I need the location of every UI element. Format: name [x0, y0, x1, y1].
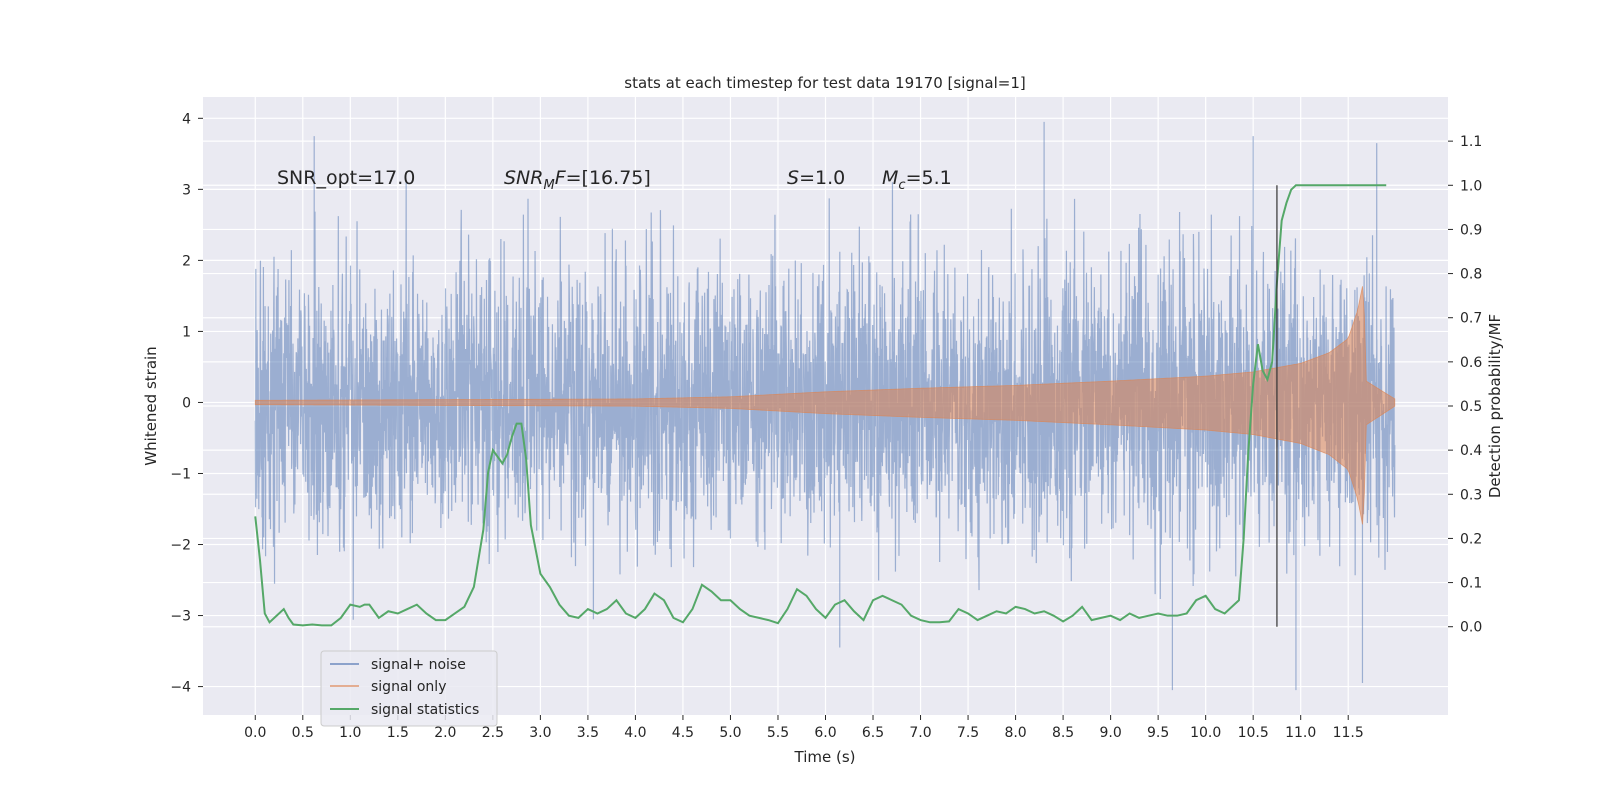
y-tick-label: −4	[170, 680, 191, 696]
annotation-snr-mf: SNRMF=[16.75]	[504, 167, 651, 193]
x-tick-label: 2.0	[434, 725, 456, 741]
y2-tick-label: 0.2	[1460, 531, 1482, 547]
y-tick-label: −3	[170, 609, 191, 625]
legend-label-signal-noise: signal+ noise	[371, 657, 466, 673]
y2-tick-label: 0.1	[1460, 576, 1482, 592]
y2-tick-label: 0.9	[1460, 222, 1482, 238]
x-tick-label: 9.5	[1147, 725, 1169, 741]
x-tick-label: 4.0	[624, 725, 646, 741]
y-tick-label: 1	[182, 324, 191, 340]
y2-axis-ticks: 0.0 0.1 0.2 0.3 0.4 0.5 0.6 0.7 0.8 0.9 1.0 1.1	[1448, 134, 1482, 636]
x-tick-label: 7.5	[957, 725, 979, 741]
y-axis-ticks: −4 −3 −2 −1 0 1 2 3 4	[170, 111, 203, 696]
x-tick-label: 10.5	[1238, 725, 1269, 741]
x-tick-label: 1.0	[339, 725, 361, 741]
y-tick-label: 0	[182, 395, 191, 411]
chart-title: stats at each timestep for test data 191…	[624, 74, 1025, 92]
y-tick-label: 2	[182, 253, 191, 269]
y-tick-label: 4	[182, 111, 191, 127]
y-tick-label: 3	[182, 182, 191, 198]
y2-tick-label: 0.7	[1460, 311, 1482, 327]
legend-label-signal-only: signal only	[371, 679, 446, 695]
x-tick-label: 7.0	[909, 725, 931, 741]
y2-axis-label: Detection probability/MF	[1486, 314, 1504, 498]
annotations: SNR_opt=17.0 SNRMF=[16.75] S=1.0 Mc=5.1	[277, 167, 952, 193]
y2-tick-label: 0.8	[1460, 267, 1482, 283]
x-tick-label: 5.0	[719, 725, 741, 741]
x-tick-label: 11.0	[1285, 725, 1316, 741]
x-tick-label: 5.5	[767, 725, 789, 741]
y2-tick-label: 0.5	[1460, 399, 1482, 415]
y2-tick-label: 1.1	[1460, 134, 1482, 150]
y2-tick-label: 0.4	[1460, 443, 1482, 459]
x-tick-label: 9.0	[1099, 725, 1121, 741]
signal-statistics-line	[254, 184, 1387, 627]
y-tick-label: −2	[170, 538, 191, 554]
annotation-mc: Mc=5.1	[882, 167, 952, 193]
x-axis-ticks: 0.0 0.5 1.0 1.5 2.0 2.5 3.0 3.5 4.0 4.5 5.0 5.5 6.0 6…	[244, 715, 1364, 741]
y2-tick-label: 0.3	[1460, 487, 1482, 503]
signal-noise-series	[254, 121, 1396, 691]
y-tick-label: −1	[170, 466, 191, 482]
x-tick-label: 2.5	[482, 725, 504, 741]
x-tick-label: 3.5	[577, 725, 599, 741]
x-tick-label: 4.5	[672, 725, 694, 741]
y-axis-label: Whitened strain	[142, 346, 160, 465]
x-tick-label: 1.5	[387, 725, 409, 741]
x-axis-label: Time (s)	[794, 748, 856, 766]
signal-only-fill	[254, 286, 1396, 525]
legend: signal+ noise signal only signal statist…	[320, 650, 498, 727]
signal-statistics-series	[254, 184, 1387, 627]
y2-tick-label: 0.6	[1460, 355, 1482, 371]
y2-tick-label: 1.0	[1460, 178, 1482, 194]
x-tick-label: 6.5	[862, 725, 884, 741]
x-tick-label: 0.5	[292, 725, 314, 741]
y2-tick-label: 0.0	[1460, 620, 1482, 636]
legend-label-signal-statistics: signal statistics	[371, 702, 479, 718]
x-tick-label: 8.5	[1052, 725, 1074, 741]
x-tick-label: 10.0	[1190, 725, 1221, 741]
annotation-s: S=1.0	[787, 167, 845, 189]
annotation-snr-opt: SNR_opt=17.0	[277, 167, 415, 189]
x-tick-label: 8.0	[1004, 725, 1026, 741]
x-tick-label: 11.5	[1333, 725, 1364, 741]
legend-box	[320, 650, 498, 727]
x-tick-label: 0.0	[244, 725, 266, 741]
x-tick-label: 3.0	[529, 725, 551, 741]
signal-noise-line	[254, 121, 1396, 691]
x-tick-label: 6.0	[814, 725, 836, 741]
signal-only-series	[254, 286, 1396, 525]
